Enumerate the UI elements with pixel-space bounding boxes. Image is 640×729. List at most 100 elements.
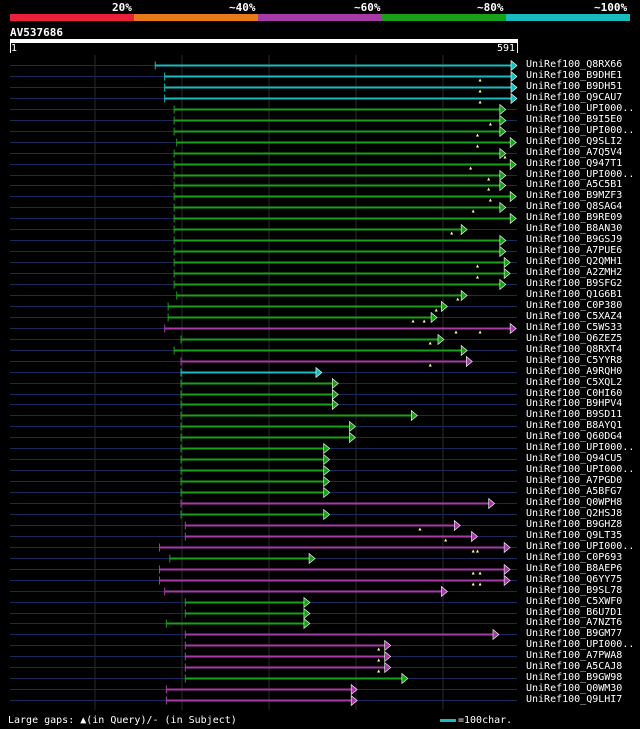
hit-row[interactable] [10,694,517,707]
hit-row[interactable] [10,147,517,160]
hit-row[interactable] [10,245,517,258]
hit-label[interactable]: UniRef100_B6U7D1 [526,606,623,618]
hit-row[interactable] [10,377,517,390]
hit-label[interactable]: UniRef100_A7Q5V4 [526,146,623,158]
hit-label[interactable]: UniRef100_Q60DG4 [526,430,623,442]
hit-row[interactable] [10,234,517,247]
hit-row[interactable] [10,59,518,72]
hit-row[interactable] [10,344,517,357]
hit-label[interactable]: UniRef100_Q8SAG4 [526,200,623,212]
hit-row[interactable] [10,256,517,269]
hit-label[interactable]: UniRef100_C0P380 [526,299,623,311]
hit-label[interactable]: UniRef100_UPI000.. [526,463,635,475]
hit-label[interactable]: UniRef100_UPI000.. [526,168,635,180]
hit-label[interactable]: UniRef100_A7NZT6 [526,616,623,628]
hit-row[interactable] [10,453,517,466]
hit-row[interactable] [10,486,517,499]
hit-row[interactable] [10,497,517,510]
hit-row[interactable] [10,672,517,685]
hit-row[interactable] [10,81,518,94]
hit-label[interactable]: UniRef100_UPI000.. [526,441,635,453]
hit-label[interactable]: UniRef100_Q9LHI7 [526,693,623,705]
hit-row[interactable] [10,563,517,576]
hit-label[interactable]: UniRef100_C5YYR8 [526,354,623,366]
hit-label[interactable]: UniRef100_Q94CU5 [526,452,623,464]
hit-label[interactable]: UniRef100_Q2HSJ8 [526,507,623,519]
hit-label[interactable]: UniRef100_B8AEP6 [526,562,623,574]
hit-row[interactable] [10,158,517,171]
hit-label[interactable]: UniRef100_B9SD11 [526,408,623,420]
hit-row[interactable] [10,300,517,313]
hit-row[interactable] [10,596,517,609]
hit-row[interactable] [10,552,517,565]
hit-label[interactable]: UniRef100_Q9CAU7 [526,91,623,103]
hit-label[interactable]: UniRef100_B8AN30 [526,222,623,234]
hit-label[interactable]: UniRef100_Q9SLI2 [526,135,623,147]
hit-row[interactable] [10,628,517,641]
hit-row[interactable] [10,103,517,116]
hit-label[interactable]: UniRef100_Q9LT35 [526,529,623,541]
hit-label[interactable]: UniRef100_UPI000.. [526,540,635,552]
hit-row[interactable] [10,70,518,83]
hit-label[interactable]: UniRef100_A7PGD0 [526,474,623,486]
hit-row[interactable] [10,278,517,291]
hit-row[interactable] [10,683,517,696]
hit-row[interactable] [10,333,517,346]
hit-label[interactable]: UniRef100_Q0WPH8 [526,496,623,508]
hit-row[interactable] [10,388,517,401]
hit-row[interactable] [10,574,517,587]
hit-label[interactable]: UniRef100_Q1G6B1 [526,288,623,300]
hit-label[interactable]: UniRef100_B9MZF3 [526,189,623,201]
hit-label[interactable]: UniRef100_C5XWF0 [526,595,623,607]
hit-row[interactable] [10,223,517,236]
hit-label[interactable]: UniRef100_B9SL78 [526,584,623,596]
hit-row[interactable] [10,420,517,433]
hit-label[interactable]: UniRef100_Q2QMH1 [526,255,623,267]
hit-row[interactable] [10,201,517,214]
hit-row[interactable] [10,322,517,335]
hit-label[interactable]: UniRef100_A2ZMH2 [526,266,623,278]
hit-label[interactable]: UniRef100_B9GW98 [526,671,623,683]
hit-row[interactable] [10,398,517,411]
hit-row[interactable] [10,289,517,302]
hit-label[interactable]: UniRef100_C5XAZ4 [526,310,623,322]
hit-row[interactable] [10,136,517,149]
hit-label[interactable]: UniRef100_Q0WM30 [526,682,623,694]
hit-label[interactable]: UniRef100_UPI000.. [526,124,635,136]
hit-row[interactable] [10,125,517,138]
hit-label[interactable]: UniRef100_Q8RXT4 [526,343,623,355]
hit-label[interactable]: UniRef100_B9I5E0 [526,113,623,125]
hit-row[interactable] [10,114,517,127]
hit-row[interactable] [10,661,517,674]
hit-row[interactable] [10,530,517,543]
hit-label[interactable]: UniRef100_B9RE09 [526,211,623,223]
hit-row[interactable] [10,311,517,324]
hit-label[interactable]: UniRef100_B9HPV4 [526,397,623,409]
hit-row[interactable] [10,475,517,488]
hit-label[interactable]: UniRef100_A7PUE6 [526,244,623,256]
hit-row[interactable] [10,212,517,225]
hit-label[interactable]: UniRef100_UPI000.. [526,638,635,650]
hit-row[interactable] [10,190,517,203]
hit-row[interactable] [10,639,517,652]
hit-label[interactable]: UniRef100_C0HI60 [526,387,623,399]
hit-label[interactable]: UniRef100_Q6YY75 [526,573,623,585]
hit-row[interactable] [10,355,517,368]
hit-label[interactable]: UniRef100_B9SFG2 [526,277,623,289]
hit-label[interactable]: UniRef100_Q947T1 [526,157,623,169]
hit-row[interactable] [10,650,517,663]
hit-label[interactable]: UniRef100_B9DHE1 [526,69,623,81]
hit-row[interactable] [10,169,517,182]
hit-label[interactable]: UniRef100_A9RQH0 [526,365,623,377]
hit-row[interactable] [10,442,517,455]
hit-row[interactable] [10,366,517,379]
hit-row[interactable] [10,519,517,532]
hit-label[interactable]: UniRef100_C0P693 [526,551,623,563]
hit-row[interactable] [10,92,518,105]
hit-row[interactable] [10,431,517,444]
hit-label[interactable]: UniRef100_C5WS33 [526,321,623,333]
hit-label[interactable]: UniRef100_A5CAJ8 [526,660,623,672]
hit-label[interactable]: UniRef100_C5XQL2 [526,376,623,388]
hit-row[interactable] [10,541,517,554]
hit-label[interactable]: UniRef100_B9GHZ8 [526,518,623,530]
